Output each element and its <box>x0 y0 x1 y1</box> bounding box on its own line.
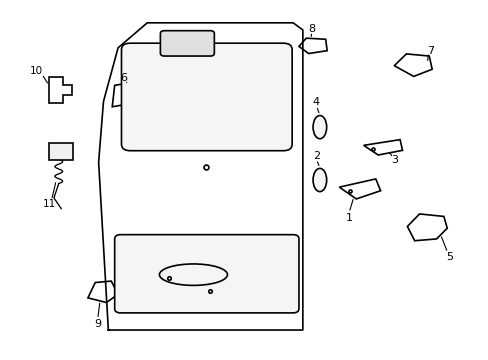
FancyBboxPatch shape <box>48 143 73 159</box>
Text: 6: 6 <box>120 73 127 83</box>
FancyBboxPatch shape <box>115 235 298 313</box>
Text: 2: 2 <box>312 151 319 161</box>
Ellipse shape <box>312 116 326 139</box>
Text: 9: 9 <box>94 319 101 329</box>
Text: 3: 3 <box>390 156 397 165</box>
Ellipse shape <box>312 168 326 192</box>
Text: 8: 8 <box>307 23 315 33</box>
Text: 7: 7 <box>426 46 433 56</box>
Text: 1: 1 <box>345 212 352 222</box>
Text: 11: 11 <box>42 199 56 209</box>
Text: 10: 10 <box>30 66 43 76</box>
Ellipse shape <box>159 264 227 285</box>
FancyBboxPatch shape <box>160 31 214 56</box>
FancyBboxPatch shape <box>121 43 291 151</box>
Text: 5: 5 <box>445 252 452 262</box>
Text: 4: 4 <box>312 97 319 107</box>
